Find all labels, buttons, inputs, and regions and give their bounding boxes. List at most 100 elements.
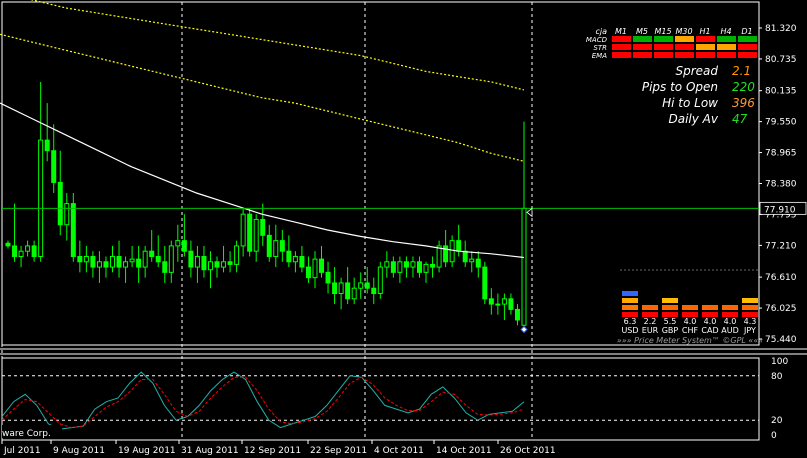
candle-3[interactable] [25, 240, 31, 257]
candle-78[interactable] [514, 304, 520, 326]
candle-51[interactable] [338, 277, 344, 310]
candle-6[interactable] [44, 103, 50, 162]
candle-23[interactable] [155, 235, 161, 268]
candle-61[interactable] [403, 256, 409, 278]
candle-62[interactable] [410, 256, 416, 278]
candle-54[interactable] [358, 272, 364, 299]
candle-47[interactable] [312, 251, 318, 289]
candle-59[interactable] [390, 256, 396, 278]
candle-44[interactable] [292, 251, 298, 273]
candle-50[interactable] [332, 267, 338, 305]
candle-60[interactable] [397, 256, 403, 283]
meter-bar-0-2 [622, 298, 638, 303]
candle-66[interactable] [436, 240, 442, 273]
info-label-1: Pips to Open [642, 80, 718, 94]
candle-8[interactable] [57, 150, 63, 236]
info-value-1: 220 [732, 80, 755, 94]
candle-35[interactable] [234, 240, 240, 273]
candle-34[interactable] [227, 251, 233, 273]
price-axis[interactable]: 81.320 80.735 80.135 79.550 78.965 78.380 77.7… [759, 24, 797, 345]
signal-cell-2-2 [654, 52, 673, 58]
candle-73[interactable] [482, 261, 488, 305]
candle-29[interactable] [194, 245, 200, 283]
candle-40[interactable] [266, 224, 272, 262]
candle-32[interactable] [214, 256, 220, 278]
candle-body [31, 245, 37, 257]
candle-14[interactable] [96, 251, 102, 283]
candle-49[interactable] [325, 261, 331, 294]
candle-77[interactable] [508, 293, 514, 315]
candle-0[interactable] [5, 240, 11, 249]
candle-76[interactable] [501, 293, 507, 320]
candle-39[interactable] [260, 203, 266, 246]
candle-53[interactable] [351, 277, 357, 305]
candle-1[interactable] [12, 203, 18, 262]
candle-30[interactable] [201, 245, 207, 278]
candle-4[interactable] [31, 240, 37, 262]
candle-42[interactable] [279, 230, 285, 262]
candle-52[interactable] [345, 267, 351, 305]
candle-5[interactable] [38, 81, 44, 262]
candle-body [70, 203, 76, 257]
candle-24[interactable] [162, 245, 168, 283]
candle-65[interactable] [430, 256, 436, 278]
candle-26[interactable] [175, 224, 181, 262]
candle-75[interactable] [495, 293, 501, 315]
candle-33[interactable] [221, 245, 227, 273]
candle-11[interactable] [77, 240, 83, 273]
candle-9[interactable] [64, 193, 70, 241]
candle-body [142, 250, 148, 268]
candle-body [273, 240, 279, 257]
candle-25[interactable] [168, 240, 174, 283]
candle-19[interactable] [129, 245, 135, 268]
candle-46[interactable] [305, 256, 311, 283]
candle-58[interactable] [384, 251, 390, 278]
candle-43[interactable] [286, 235, 292, 268]
candle-45[interactable] [299, 245, 305, 273]
candle-31[interactable] [207, 251, 213, 289]
candle-37[interactable] [247, 208, 253, 257]
signal-row-label-0: MACD [586, 36, 608, 44]
signal-cell-1-5 [717, 44, 736, 50]
candle-body [312, 258, 318, 279]
moving-averages [0, 0, 525, 259]
candle-16[interactable] [110, 245, 116, 273]
panel-separator[interactable] [0, 348, 807, 355]
candle-71[interactable] [469, 251, 475, 273]
candle-10[interactable] [70, 193, 76, 262]
candle-body [292, 255, 298, 263]
y-tick-label-10: 75.440 [765, 335, 797, 345]
candle-41[interactable] [273, 224, 279, 268]
candle-63[interactable] [416, 256, 422, 278]
candle-18[interactable] [123, 256, 129, 283]
candle-38[interactable] [253, 214, 259, 262]
candle-7[interactable] [51, 124, 57, 194]
candle-74[interactable] [488, 288, 494, 315]
candle-48[interactable] [319, 245, 325, 278]
candle-13[interactable] [90, 251, 96, 278]
candle-22[interactable] [149, 230, 155, 262]
signal-cell-1-2 [654, 44, 673, 50]
candle-28[interactable] [188, 240, 194, 278]
candle-21[interactable] [142, 245, 148, 278]
candle-2[interactable] [18, 245, 24, 268]
candle-17[interactable] [116, 240, 122, 278]
candle-55[interactable] [364, 267, 370, 294]
candle-body [90, 255, 96, 268]
candle-56[interactable] [371, 277, 377, 305]
candle-57[interactable] [377, 261, 383, 299]
candle-64[interactable] [423, 261, 429, 283]
candle-72[interactable] [475, 251, 481, 278]
candle-68[interactable] [449, 235, 455, 268]
candle-15[interactable] [103, 256, 109, 278]
candle-12[interactable] [83, 245, 89, 273]
stochastic-panel[interactable]: 100 80 20 0 ware Corp. [1, 357, 788, 441]
candle-20[interactable] [136, 245, 142, 283]
candle-27[interactable] [181, 214, 187, 257]
candle-36[interactable] [240, 208, 246, 257]
candles[interactable] [5, 81, 527, 331]
meter-value-4: 4.0 [704, 317, 717, 326]
